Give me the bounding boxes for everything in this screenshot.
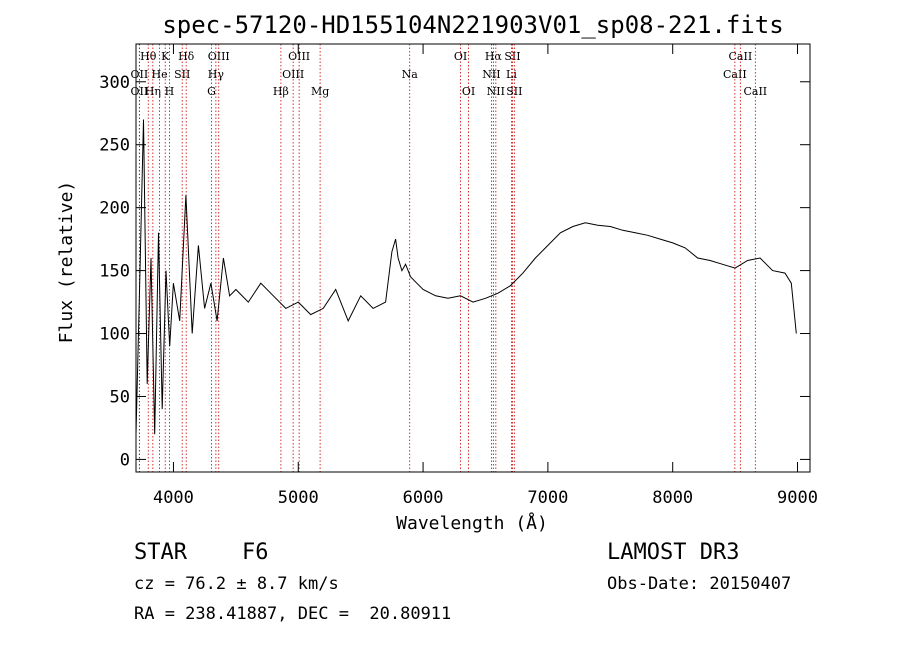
- marker-label-24: OI: [462, 85, 475, 98]
- marker-label-4: OIII: [288, 50, 310, 63]
- object-subclass: F6: [242, 540, 269, 565]
- spectrum-line-0: [135, 119, 797, 435]
- y-tick-label-3: 150: [99, 262, 130, 282]
- x-axis-label: Wavelength (Å): [396, 512, 548, 534]
- marker-label-11: SII: [174, 68, 190, 81]
- y-tick-label-4: 200: [99, 199, 130, 219]
- x-tick-label-3: 7000: [527, 488, 568, 508]
- marker-label-13: OIII: [282, 68, 304, 81]
- marker-label-27: CaII: [743, 85, 767, 98]
- marker-label-26: SII: [506, 85, 522, 98]
- marker-label-16: Li: [506, 68, 517, 81]
- marker-label-7: SII: [504, 50, 520, 63]
- marker-label-19: Hη: [145, 85, 161, 98]
- marker-label-20: H: [165, 85, 175, 98]
- marker-label-25: NII: [487, 85, 505, 98]
- marker-label-23: Mg: [311, 85, 329, 98]
- observation-date: Obs-Date: 20150407: [607, 574, 792, 594]
- marker-label-9: OII: [131, 68, 149, 81]
- x-tick-label-0: 4000: [153, 488, 194, 508]
- x-tick-label-1: 5000: [278, 488, 319, 508]
- marker-label-18: OII: [131, 85, 149, 98]
- marker-label-0: Hθ: [140, 50, 157, 63]
- y-tick-label-6: 300: [99, 73, 130, 93]
- marker-label-6: Hα: [485, 50, 503, 63]
- marker-label-1: K: [161, 50, 170, 63]
- y-tick-label-0: 0: [120, 450, 130, 470]
- marker-label-21: G: [207, 85, 216, 98]
- marker-label-14: Na: [402, 68, 419, 81]
- axis-ticks: 4000 5000 6000 7000 8000 9000 0 50 100 150 200 250 3…: [99, 44, 818, 508]
- y-axis-label: Flux (relative): [56, 181, 77, 344]
- x-tick-label-5: 9000: [777, 488, 818, 508]
- chart-title: spec-57120-HD155104N221903V01_sp08-221.f…: [162, 11, 783, 39]
- x-tick-label-4: 8000: [652, 488, 693, 508]
- marker-label-15: NII: [482, 68, 500, 81]
- y-tick-label-5: 250: [99, 136, 130, 156]
- x-tick-label-2: 6000: [403, 488, 444, 508]
- marker-label-3: OIII: [208, 50, 230, 63]
- marker-label-10: He: [152, 68, 168, 81]
- y-tick-label-1: 50: [110, 387, 130, 407]
- marker-label-2: Hδ: [178, 50, 195, 63]
- survey-name: LAMOST DR3: [607, 540, 740, 565]
- marker-label-12: Hγ: [208, 68, 225, 81]
- marker-label-22: Hβ: [273, 85, 289, 98]
- coordinates: RA = 238.41887, DEC = 20.80911: [134, 604, 452, 624]
- spectrum-series: [135, 119, 797, 435]
- y-tick-label-2: 100: [99, 325, 130, 345]
- object-class: STAR: [134, 540, 187, 565]
- marker-label-8: CaII: [729, 50, 753, 63]
- marker-label-17: CaII: [723, 68, 747, 81]
- marker-label-5: OI: [454, 50, 467, 63]
- redshift-velocity: cz = 76.2 ± 8.7 km/s: [134, 574, 339, 594]
- plot-frame: [135, 43, 811, 473]
